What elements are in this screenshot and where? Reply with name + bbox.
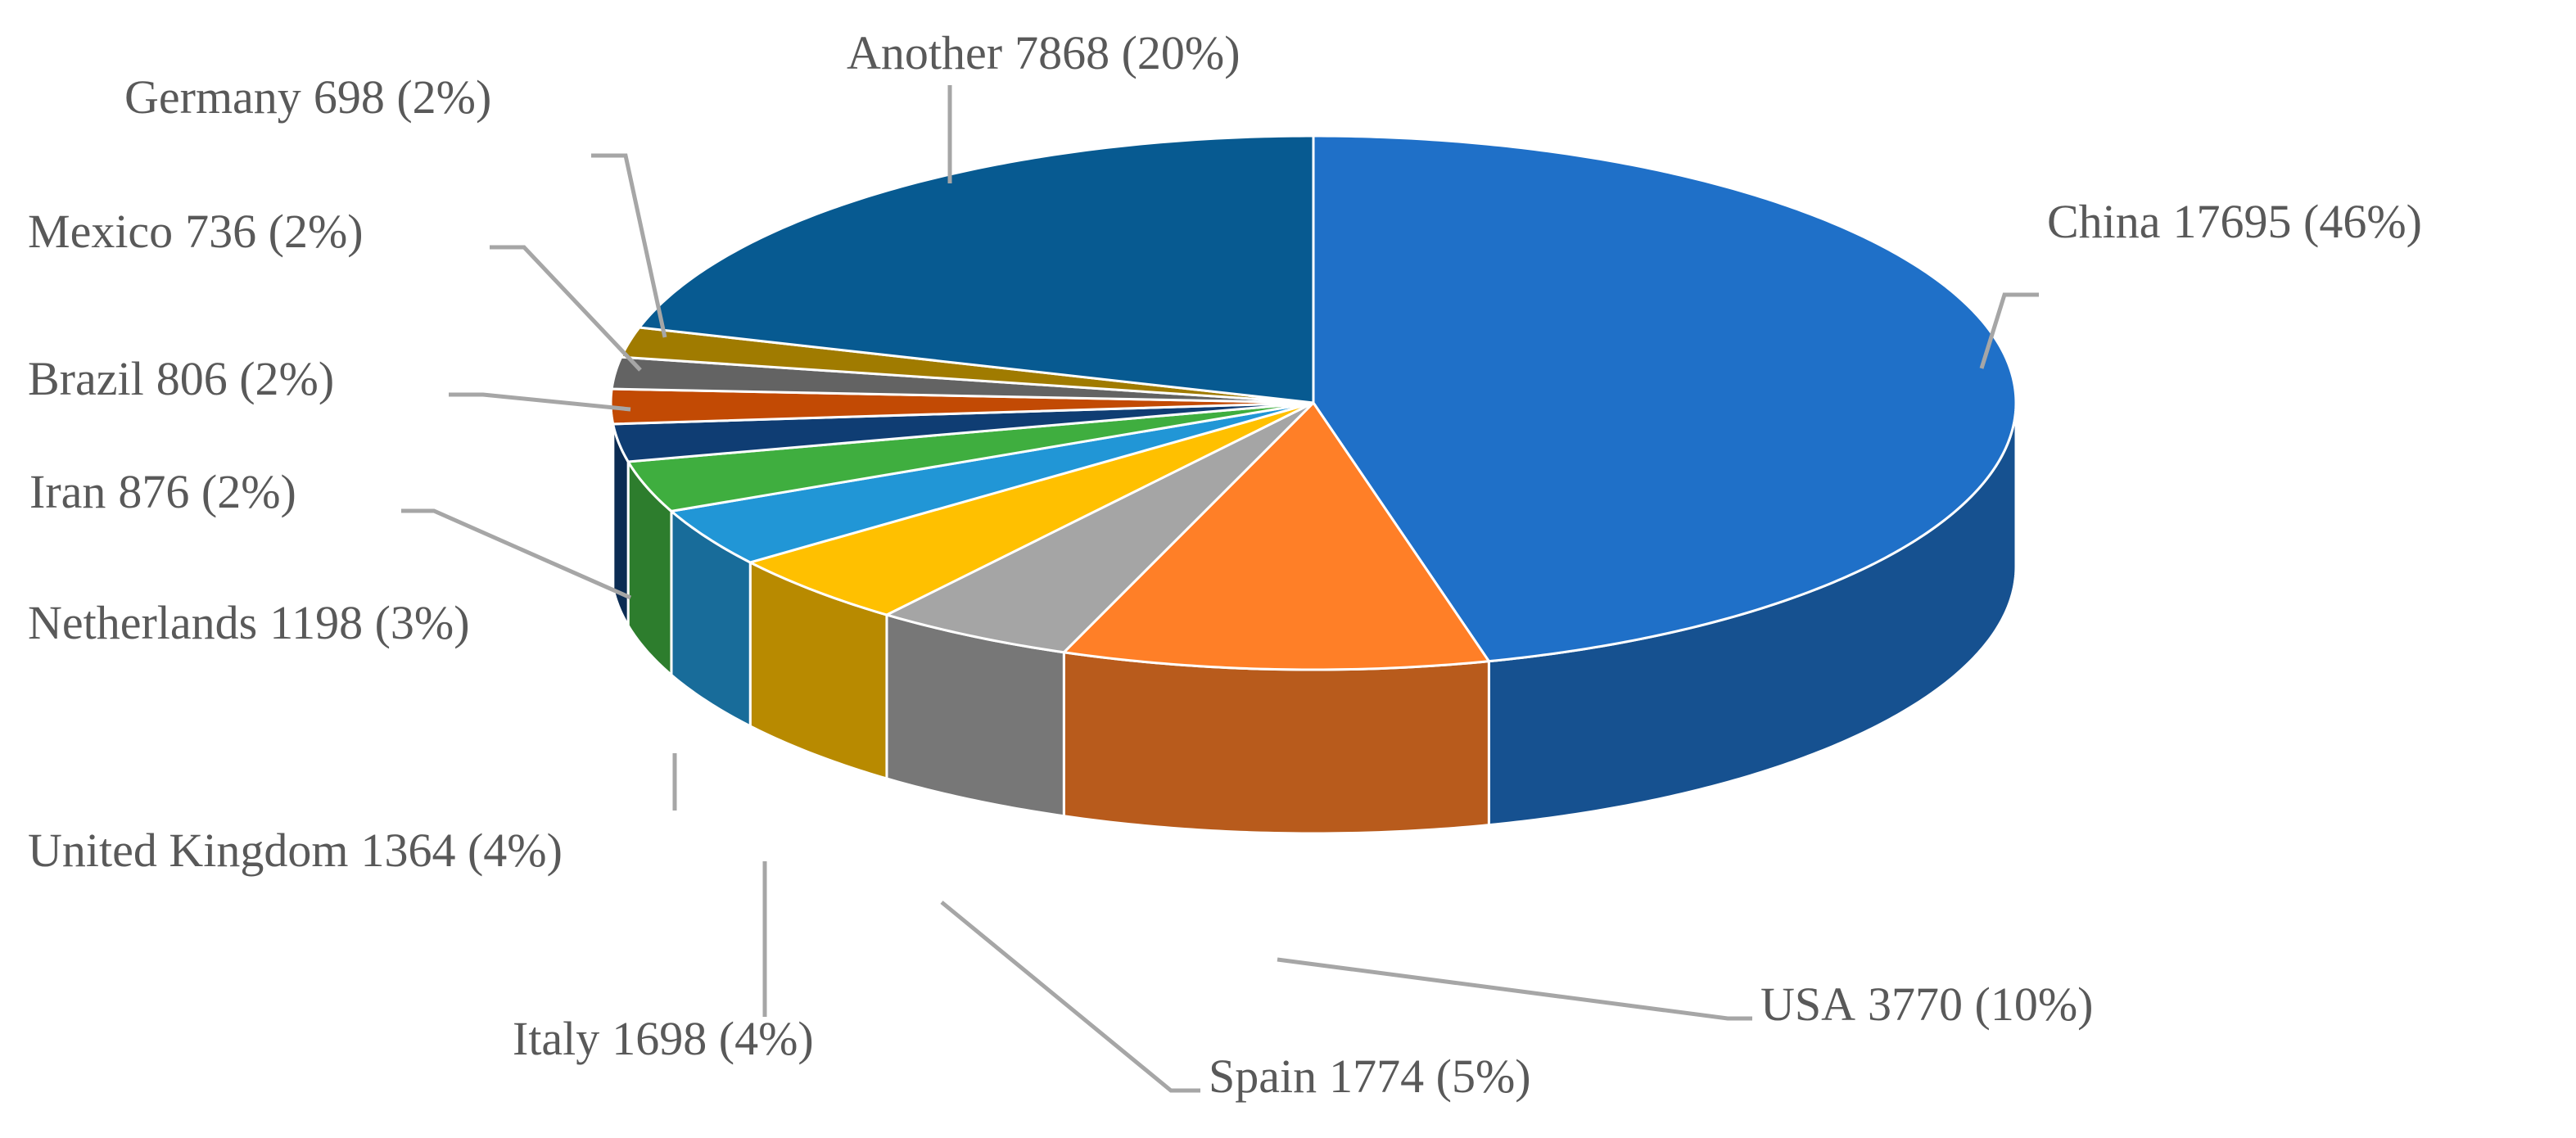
label-value: 698 (2%) — [314, 70, 491, 124]
slice — [1312, 134, 2018, 663]
slice — [668, 401, 1314, 564]
leader-lines — [401, 85, 2039, 1093]
leader-line — [490, 245, 642, 372]
label-category: Another — [847, 26, 1002, 79]
slice-side — [1062, 651, 1490, 835]
leader-line — [449, 392, 631, 412]
data-label: Mexico 736 (2%) — [28, 205, 364, 258]
data-label: Brazil 806 (2%) — [28, 352, 334, 405]
label-value: 17695 (46%) — [2173, 195, 2422, 248]
label-category: United Kingdom — [28, 824, 348, 877]
data-label: Italy 1698 (4%) — [513, 1012, 814, 1065]
leader-line — [401, 508, 632, 600]
data-label: USA 3770 (10%) — [1760, 978, 2093, 1031]
data-label: China 17695 (46%) — [2047, 195, 2422, 248]
pie — [609, 134, 2018, 835]
data-labels: China 17695 (46%) USA 3770 (10%) Spain 1774 (… — [28, 26, 2422, 1103]
leader-line — [591, 153, 667, 338]
leader-line — [1277, 957, 1752, 1021]
slice — [637, 134, 1315, 404]
label-category: Brazil — [28, 352, 144, 405]
slice — [1061, 400, 1492, 671]
data-label: Another 7868 (20%) — [847, 26, 1241, 79]
label-value: 7868 (20%) — [1015, 26, 1240, 79]
slice — [747, 401, 1314, 616]
slice — [626, 401, 1314, 513]
label-value: 3770 (10%) — [1868, 978, 2093, 1031]
label-value: 876 (2%) — [118, 465, 296, 518]
data-label: United Kingdom 1364 (4%) — [28, 824, 563, 877]
label-value: 1364 (4%) — [360, 824, 562, 877]
data-label: Iran 876 (2%) — [29, 465, 296, 518]
data-label: Netherlands 1198 (3%) — [28, 596, 470, 649]
label-value: 806 (2%) — [156, 352, 334, 405]
label-category: China — [2047, 195, 2161, 248]
leader-line — [940, 901, 1200, 1093]
label-category: Germany — [124, 70, 301, 124]
label-value: 1774 (5%) — [1329, 1050, 1530, 1103]
label-category: Spain — [1209, 1050, 1317, 1103]
label-value: 1198 (3%) — [269, 596, 469, 649]
label-value: 736 (2%) — [185, 205, 363, 258]
slice-side — [609, 402, 615, 589]
label-category: Netherlands — [28, 596, 257, 649]
leader-line — [1979, 292, 2039, 369]
label-value: 1698 (4%) — [612, 1012, 813, 1065]
slice — [883, 401, 1315, 654]
slice — [611, 401, 1314, 463]
data-label: Germany 698 (2%) — [124, 70, 491, 124]
label-category: Mexico — [28, 205, 173, 258]
label-category: Italy — [513, 1012, 599, 1065]
data-label: Spain 1774 (5%) — [1209, 1050, 1531, 1103]
label-category: USA — [1760, 978, 1855, 1031]
label-category: Iran — [29, 465, 106, 518]
